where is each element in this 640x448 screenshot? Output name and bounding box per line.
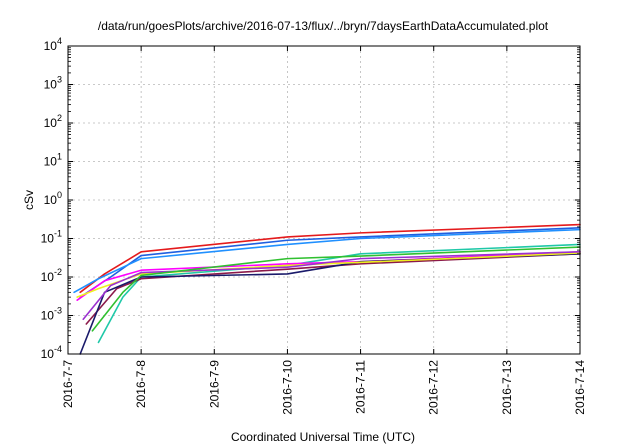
series-line-8 (82, 251, 581, 321)
y-tick-label: 10-1 (41, 229, 62, 246)
y-tick-exponent: 1 (57, 152, 62, 162)
x-tick-label: 2016-7-8 (134, 360, 148, 408)
y-tick-exponent: 4 (57, 36, 62, 46)
x-tick-label: 2016-7-14 (573, 360, 587, 415)
x-axis-ticks: 2016-7-7 2016-7-8 2016-7-9 2016-7-10 2016-7-… (61, 46, 587, 415)
x-tick-label: 2016-7-10 (280, 360, 294, 415)
y-tick-exponent: 3 (57, 75, 62, 85)
y-tick-exponent: 2 (57, 113, 62, 123)
x-tick-label: 2016-7-11 (354, 360, 368, 414)
x-tick-label: 2016-7-9 (207, 360, 221, 408)
y-tick-label: 102 (44, 113, 62, 130)
series-line-3 (97, 243, 581, 344)
y-tick-base: 10 (44, 193, 58, 207)
series-line-5 (85, 253, 581, 325)
series-group (73, 223, 581, 355)
y-tick-exponent: -3 (54, 306, 62, 316)
y-tick-label: 101 (44, 152, 62, 169)
y-tick-base: 10 (44, 39, 58, 53)
x-tick-label: 2016-7-12 (427, 360, 441, 415)
x-axis-label: Coordinated Universal Time (UTC) (231, 430, 415, 444)
y-axis-label: cSv (22, 190, 36, 210)
y-tick-label: 10-3 (41, 306, 62, 323)
y-tick-label: 10-4 (41, 344, 62, 361)
series-line-9 (73, 228, 581, 294)
y-tick-label: 103 (44, 75, 62, 92)
x-tick-label: 2016-7-7 (61, 360, 75, 408)
grid (68, 46, 580, 354)
y-tick-base: 10 (44, 116, 58, 130)
y-tick-base: 10 (41, 232, 55, 246)
chart-title: /data/run/goesPlots/archive/2016-07-13/f… (98, 19, 549, 33)
x-tick-label: 2016-7-13 (500, 360, 514, 415)
y-tick-label: 104 (44, 36, 62, 53)
y-tick-exponent: 0 (57, 190, 62, 200)
y-tick-base: 10 (41, 309, 55, 323)
series-line-10 (91, 246, 581, 332)
y-tick-exponent: -1 (54, 229, 62, 239)
y-tick-base: 10 (44, 78, 58, 92)
y-tick-base: 10 (41, 270, 55, 284)
y-tick-base: 10 (44, 155, 58, 169)
y-tick-base: 10 (41, 347, 55, 361)
y-tick-label: 100 (44, 190, 62, 207)
y-tick-exponent: -4 (54, 344, 62, 354)
y-tick-exponent: -2 (54, 267, 62, 277)
y-tick-label: 10-2 (41, 267, 62, 284)
